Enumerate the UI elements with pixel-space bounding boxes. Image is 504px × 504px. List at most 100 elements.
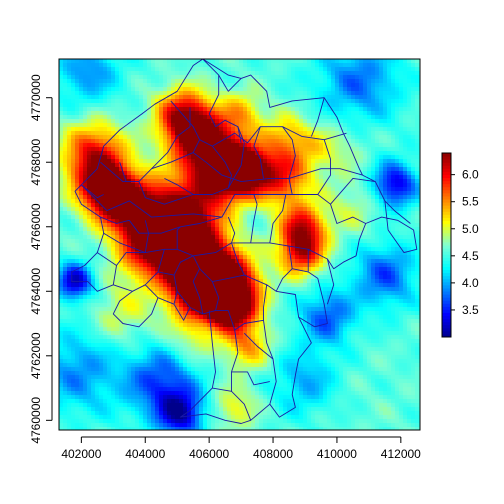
district-boundaries xyxy=(71,59,418,424)
district-boundary xyxy=(269,194,287,243)
colorbar-segment xyxy=(442,226,451,231)
district-boundary xyxy=(100,216,223,234)
colorbar-segment xyxy=(442,217,451,221)
colorbar-segment xyxy=(442,287,451,292)
colorbar-tick-label: 4.5 xyxy=(462,249,479,263)
district-boundary xyxy=(212,387,232,392)
colorbar-segment xyxy=(442,284,451,289)
colorbar-segment xyxy=(442,202,451,206)
colorbar-segment xyxy=(442,321,451,326)
colorbar-segment xyxy=(442,235,451,240)
colorbar-tick-label: 4.0 xyxy=(462,276,479,290)
colorbar-segment xyxy=(442,168,451,172)
district-boundary xyxy=(282,126,296,195)
district-boundary xyxy=(173,303,191,321)
district-boundary xyxy=(269,316,312,418)
district-boundary xyxy=(144,271,178,292)
district-boundary xyxy=(211,281,220,311)
district-boundary xyxy=(275,268,293,292)
district-boundary xyxy=(173,255,194,276)
colorbar-segment xyxy=(442,297,451,301)
district-boundary xyxy=(310,97,325,137)
district-boundary xyxy=(157,249,165,273)
colorbar-segment xyxy=(442,248,451,252)
district-boundary xyxy=(112,290,159,328)
district-boundary xyxy=(112,252,146,285)
y-axis: 4760000 4762000 4764000 4766000 4768000 47700… xyxy=(29,74,53,444)
colorbar-segment xyxy=(442,294,451,298)
district-boundary xyxy=(164,145,232,195)
district-boundary xyxy=(81,184,104,199)
district-boundary xyxy=(326,258,335,305)
colorbar-segment xyxy=(442,245,451,249)
district-boundary xyxy=(103,232,309,257)
colorbar-segment xyxy=(442,214,451,218)
y-tick-label: 4764000 xyxy=(29,268,43,315)
colorbar-segment xyxy=(442,275,451,280)
y-tick-label: 4760000 xyxy=(29,397,43,444)
district-boundary xyxy=(138,181,194,205)
colorbar-segment xyxy=(442,229,451,234)
colorbar-segment xyxy=(442,278,451,283)
district-boundary xyxy=(227,126,245,189)
colorbar-segment xyxy=(442,324,451,329)
colorbar-segment xyxy=(442,312,451,317)
colorbar-segment xyxy=(442,241,451,246)
district-boundary xyxy=(97,252,117,266)
colorbar-segment xyxy=(442,330,451,335)
district-boundary xyxy=(227,216,236,244)
district-boundary xyxy=(179,310,251,424)
colorbar-segment xyxy=(442,205,451,209)
x-tick-label: 404000 xyxy=(125,447,165,461)
colorbar-segment xyxy=(442,263,451,267)
colorbar-segment xyxy=(442,183,451,188)
colorbar-segment xyxy=(442,254,451,258)
colorbar-segment xyxy=(442,199,451,203)
heatmap-raster xyxy=(59,59,420,430)
district-boundary xyxy=(100,107,191,183)
colorbar-segment xyxy=(442,165,451,169)
colorbar-segment xyxy=(442,269,451,274)
district-boundary xyxy=(170,100,347,147)
colorbar-segment xyxy=(442,211,451,215)
colorbar-segment xyxy=(442,306,451,310)
district-boundary xyxy=(231,242,245,276)
colorbar-segment xyxy=(442,174,451,179)
colorbar-segment xyxy=(442,272,451,277)
colorbar-segment xyxy=(442,223,451,228)
x-tick-label: 412000 xyxy=(381,447,421,461)
colorbar-segment xyxy=(442,333,451,338)
colorbar-segment xyxy=(442,156,451,160)
colorbar-tick-label: 3.5 xyxy=(462,303,479,317)
colorbar-segment xyxy=(442,303,451,307)
district-boundary xyxy=(151,152,194,170)
x-tick-label: 408000 xyxy=(253,447,293,461)
district-boundary xyxy=(176,226,181,250)
colorbar-segment xyxy=(442,309,451,313)
x-axis: 402000 404000 406000 408000 410000 412000 xyxy=(61,436,421,461)
y-tick-label: 4768000 xyxy=(29,139,43,186)
colorbar-segment xyxy=(442,171,451,175)
colorbar-segment xyxy=(442,318,451,323)
district-boundary xyxy=(81,59,376,186)
colorbar-segment xyxy=(442,232,451,237)
x-tick-label: 402000 xyxy=(61,447,101,461)
colorbar-segment xyxy=(442,220,451,225)
district-boundary xyxy=(250,194,258,243)
colorbar-segment xyxy=(442,189,451,194)
colorbar-tick-label: 5.5 xyxy=(462,195,479,209)
colorbar-segment xyxy=(442,266,451,271)
colorbar-segment xyxy=(442,315,451,320)
colorbar-segment xyxy=(442,162,451,166)
colorbar-segment xyxy=(442,327,451,332)
district-boundary xyxy=(253,126,264,179)
y-tick-label: 4770000 xyxy=(29,74,43,121)
colorbar-segment xyxy=(442,153,451,157)
colorbar-segment xyxy=(442,177,451,182)
colorbar-segment xyxy=(442,238,451,243)
colorbar-segment xyxy=(442,186,451,191)
district-boundary xyxy=(243,332,274,360)
colorbar-segment xyxy=(442,257,451,261)
colorbar-legend: 3.5 4.0 4.5 5.0 5.5 6.0 xyxy=(441,152,479,338)
